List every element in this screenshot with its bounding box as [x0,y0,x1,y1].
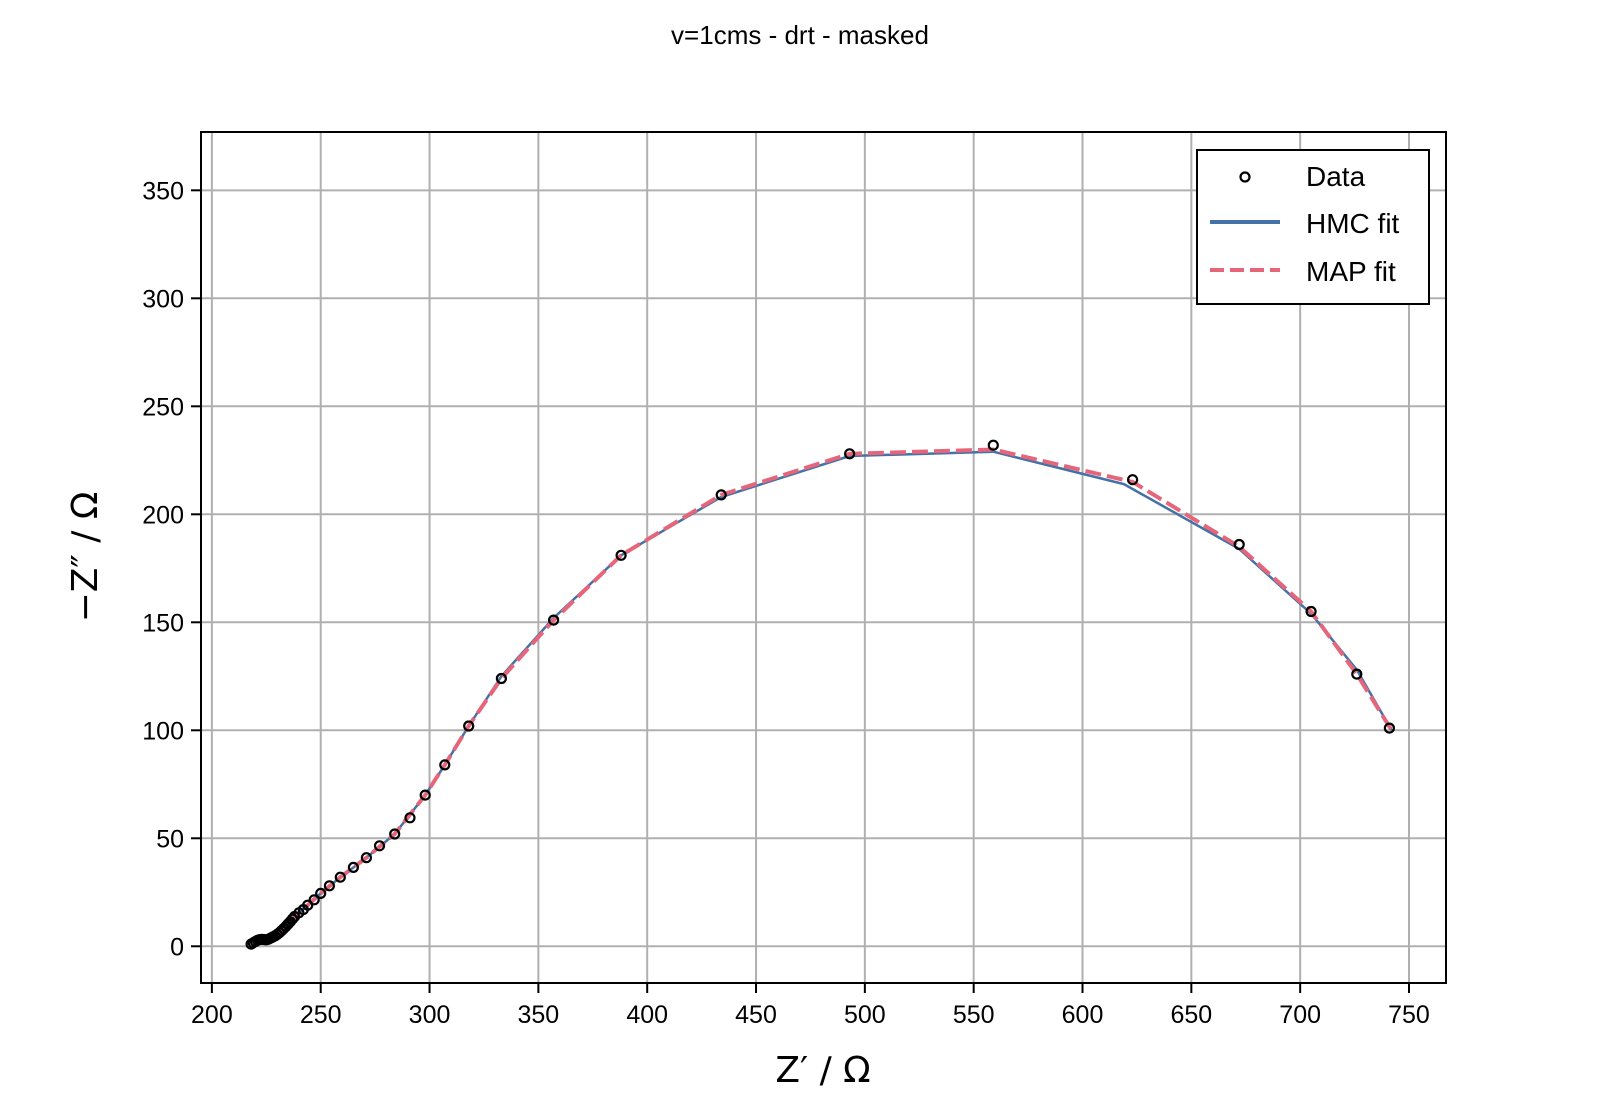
x-tick-label: 300 [409,1001,451,1029]
data-point [360,852,372,864]
data-point [315,887,327,900]
x-tick-label: 600 [1062,1001,1104,1029]
x-tick-label: 350 [518,1001,560,1029]
data-point [419,789,431,801]
legend-box [1196,149,1430,305]
x-tick-label: 250 [300,1001,342,1029]
legend: Data HMC fit MAP fit [1196,149,1430,305]
y-tick-label: 100 [142,717,184,745]
data-point [843,448,856,460]
data-point [1305,605,1317,618]
data-point [439,759,451,771]
data-point [615,549,627,561]
y-tick-label: 350 [142,177,184,205]
y-axis-label: −Z″ / Ω [65,492,106,623]
x-tick-label: 450 [735,1001,777,1029]
data-point [323,880,335,892]
x-tick-label: 550 [953,1001,995,1029]
x-tick-label: 500 [844,1001,886,1029]
map-fit-line [250,447,1394,946]
data-point [334,871,346,883]
map-fit-series [250,447,1394,946]
y-tick-label: 250 [142,393,184,421]
plot-frame [200,131,1447,984]
legend-label-data: Data [1306,161,1366,192]
data-point [404,812,416,824]
data-point [286,913,298,925]
data-point [463,720,475,732]
x-tick-label: 650 [1170,1001,1212,1029]
y-tick-label: 150 [142,609,184,637]
data-point [302,899,314,911]
chart-title: v=1cms - drt - masked [671,20,929,50]
x-tick-label: 400 [626,1001,668,1029]
y-tick-label: 300 [142,285,184,313]
hmc-fit-series [250,450,1393,946]
data-point [1126,474,1139,486]
data-point [715,489,727,501]
data-point [347,861,359,874]
data-point [308,894,320,906]
x-tick-label: 700 [1279,1001,1321,1029]
data-point [1383,722,1396,734]
legend-label-hmc: HMC fit [1306,208,1400,239]
legend-label-map: MAP fit [1306,256,1396,287]
x-tick-label: 750 [1388,1001,1430,1029]
data-series [245,439,1396,950]
y-tick-label: 0 [170,933,184,961]
data-point [495,672,507,685]
x-axis-ticks: 200 250 300 350 400 450 500 550 600 650 700 750 [191,983,1430,1029]
legend-data-marker [1239,171,1251,183]
data-point [1351,668,1363,680]
y-tick-label: 200 [142,501,184,529]
data-point [1233,538,1245,551]
y-axis-ticks: 0 50 100 150 200 250 300 350 [142,177,201,961]
data-point [547,614,560,626]
hmc-fit-line [250,450,1393,946]
x-tick-label: 200 [191,1001,233,1029]
data-point [373,840,386,852]
y-tick-label: 50 [156,825,184,853]
data-point [389,828,401,840]
x-axis-label: Z′ / Ω [775,1050,870,1091]
data-point [987,439,999,451]
